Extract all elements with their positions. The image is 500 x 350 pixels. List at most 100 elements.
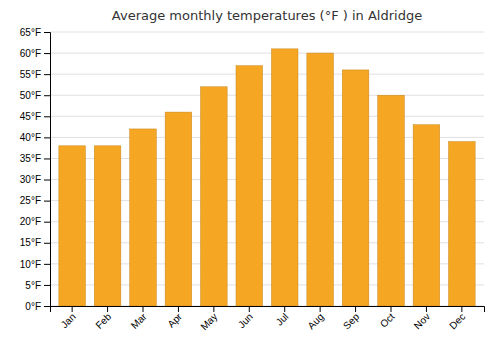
y-tick-mark — [44, 74, 50, 75]
x-tick: Dec — [447, 306, 467, 331]
y-tick-label: 65°F — [20, 27, 41, 38]
y-tick-label: 0°F — [25, 301, 41, 312]
x-tick-mark — [391, 306, 392, 312]
y-tick-mark — [44, 180, 50, 181]
y-tick-mark — [44, 137, 50, 138]
bar — [342, 70, 369, 306]
y-tick-label: 30°F — [20, 174, 41, 185]
x-tick-mark — [178, 306, 179, 312]
x-tick: Apr — [165, 306, 184, 330]
bar — [201, 87, 228, 306]
y-tick: 10°F — [20, 259, 50, 270]
x-tick: Oct — [378, 306, 397, 330]
y-tick-label: 50°F — [20, 90, 41, 101]
bars — [59, 49, 475, 306]
x-axis: Jan Feb Mar Apr May Jun Jul Aug Sep Oct Nov Dec — [51, 306, 485, 332]
x-tick-mark — [249, 306, 250, 312]
grid-line — [50, 32, 484, 33]
y-tick: 25°F — [20, 195, 50, 206]
x-tick-label: Apr — [165, 310, 184, 329]
y-tick-mark — [44, 53, 50, 54]
y-tick-label: 60°F — [20, 48, 41, 59]
bar — [307, 53, 334, 306]
x-tick-label: Mar — [129, 310, 149, 330]
x-tick-mark — [284, 306, 285, 312]
grid-line — [50, 116, 484, 117]
x-tick-label: May — [198, 311, 219, 332]
y-tick-mark — [44, 158, 50, 159]
x-tick-label: Dec — [447, 311, 467, 331]
y-tick: 55°F — [20, 69, 50, 80]
y-tick: 60°F — [20, 48, 50, 59]
x-tick-mark — [320, 306, 321, 312]
y-tick-label: 5°F — [25, 280, 41, 291]
y-tick-mark — [44, 95, 50, 96]
y-tick: 20°F — [20, 216, 50, 227]
x-tick-label: Jul — [274, 311, 291, 328]
y-tick: 30°F — [20, 174, 50, 185]
grid-line — [50, 95, 484, 96]
y-tick-label: 40°F — [20, 132, 41, 143]
grid — [50, 32, 484, 306]
y-tick: 0°F — [25, 301, 50, 312]
x-tick-label: Jun — [236, 311, 255, 330]
x-tick: Aug — [305, 306, 325, 331]
plot: 0°F 5°F 10°F 15°F 20°F 25°F 30°F 35°F 40°F 45°F 50… — [20, 27, 485, 332]
x-tick: Sep — [341, 306, 362, 331]
x-tick-mark — [355, 306, 356, 312]
grid-line — [50, 74, 484, 75]
y-tick-label: 45°F — [20, 111, 41, 122]
y-tick: 5°F — [25, 280, 50, 291]
y-tick-mark — [44, 306, 50, 307]
x-tick-label: Jan — [59, 311, 78, 330]
x-tick-label: Aug — [305, 311, 325, 331]
y-tick-label: 35°F — [20, 153, 41, 164]
x-tick-mark — [426, 306, 427, 312]
y-axis: 0°F 5°F 10°F 15°F 20°F 25°F 30°F 35°F 40°F 45°F 50… — [20, 27, 51, 312]
x-tick: Nov — [412, 306, 432, 331]
y-tick-label: 25°F — [20, 195, 41, 206]
y-tick-label: 15°F — [20, 237, 41, 248]
bar — [236, 66, 263, 306]
x-tick-mark — [107, 306, 108, 312]
x-tick-label: Sep — [341, 311, 362, 332]
bar — [130, 129, 157, 306]
x-tick-mark — [143, 306, 144, 312]
x-tick: May — [198, 306, 219, 332]
bar — [59, 146, 86, 306]
x-tick-mark — [72, 306, 73, 312]
x-tick-label: Nov — [412, 311, 432, 331]
y-tick: 50°F — [20, 90, 50, 101]
x-tick: Jun — [236, 306, 255, 330]
x-tick: Mar — [129, 306, 149, 331]
y-tick-mark — [44, 201, 50, 202]
x-tick: Jul — [274, 306, 291, 328]
bar — [413, 125, 440, 306]
y-tick-mark — [44, 285, 50, 286]
y-tick-label: 20°F — [20, 216, 41, 227]
y-tick: 45°F — [20, 111, 50, 122]
title: Average monthly temperatures (°F ) in Al… — [112, 8, 422, 23]
bar — [165, 112, 192, 306]
x-tick: Jan — [59, 306, 78, 330]
bar — [378, 95, 405, 306]
bar — [449, 142, 476, 306]
y-tick: 40°F — [20, 132, 50, 143]
grid-line — [50, 53, 484, 54]
x-axis-line — [51, 307, 485, 313]
y-tick-mark — [44, 222, 50, 223]
y-tick-mark — [44, 32, 50, 33]
y-tick-mark — [44, 116, 50, 117]
bar — [271, 49, 298, 306]
bar — [94, 146, 121, 306]
y-tick: 65°F — [20, 27, 50, 38]
y-axis-line — [44, 33, 51, 307]
y-tick-mark — [44, 264, 50, 265]
chart: 0°F 5°F 10°F 15°F 20°F 25°F 30°F 35°F 40°F 45°F 50… — [0, 0, 500, 350]
y-tick-mark — [44, 243, 50, 244]
y-tick-label: 10°F — [20, 259, 41, 270]
x-tick: Feb — [93, 306, 113, 331]
x-tick-mark — [213, 306, 214, 312]
x-tick-label: Feb — [93, 311, 113, 331]
x-tick-mark — [461, 306, 462, 312]
